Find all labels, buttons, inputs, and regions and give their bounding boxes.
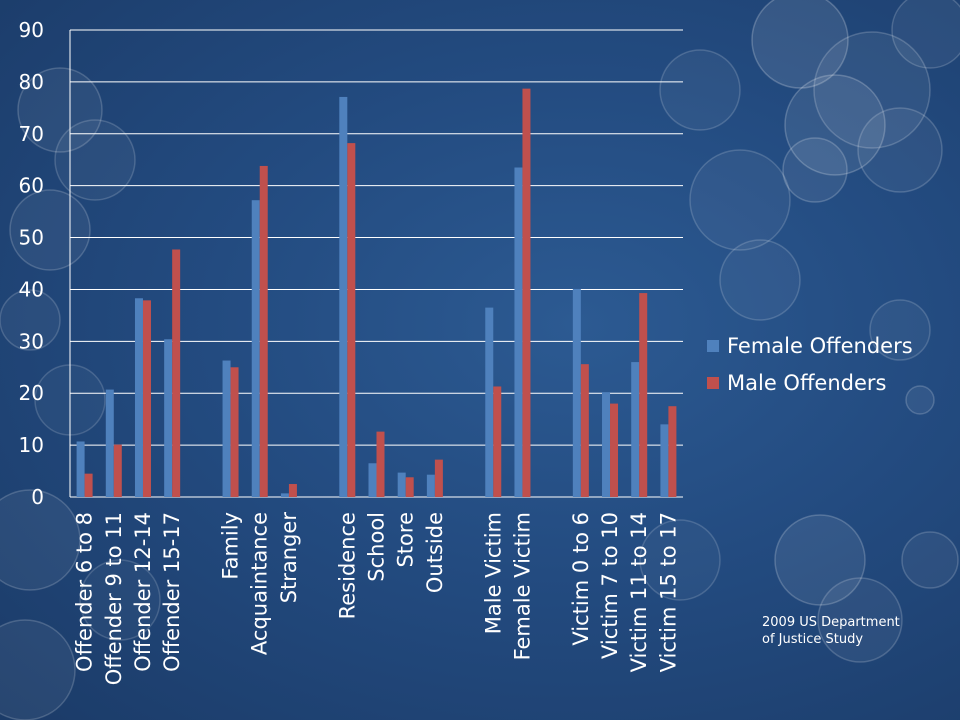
y-tick-label: 40 xyxy=(19,277,44,301)
bar-female xyxy=(572,288,581,497)
source-note: 2009 US Department of Justice Study xyxy=(762,614,942,648)
bokeh-circle xyxy=(869,299,931,361)
y-tick-label: 90 xyxy=(19,18,44,42)
y-tick-label: 10 xyxy=(19,433,44,457)
bokeh-circle xyxy=(817,577,903,663)
x-tick-label: Acquaintance xyxy=(248,512,272,655)
bar-male xyxy=(288,484,297,497)
x-tick-label: Offender 9 to 11 xyxy=(102,512,126,685)
x-tick-label: Offender 12-14 xyxy=(131,512,155,672)
y-tick-label: 0 xyxy=(31,485,44,509)
bokeh-circle xyxy=(857,107,943,193)
bar-male xyxy=(142,300,151,497)
bokeh-circle xyxy=(784,74,886,176)
bokeh-circle xyxy=(813,31,931,149)
bar-male xyxy=(493,386,502,497)
bar-female xyxy=(631,362,640,497)
bar-male xyxy=(230,367,239,497)
legend: Female Offenders Male Offenders xyxy=(707,334,913,395)
bar-male xyxy=(376,431,385,497)
bar-male xyxy=(172,249,181,497)
bokeh-circle xyxy=(0,289,61,351)
bar-male xyxy=(113,444,122,497)
legend-label: Female Offenders xyxy=(727,334,913,358)
bokeh-circle xyxy=(17,67,103,153)
bar-female xyxy=(368,463,377,497)
bokeh-circle xyxy=(901,531,959,589)
bar-female xyxy=(251,200,260,497)
bar-female xyxy=(134,298,143,497)
bar-female xyxy=(105,389,114,497)
bars xyxy=(76,88,677,497)
bar-female xyxy=(164,339,173,497)
x-tick-label: Family xyxy=(219,512,243,580)
bar-female xyxy=(280,493,289,497)
bar-male xyxy=(347,143,356,497)
bokeh-circle xyxy=(54,119,136,201)
bokeh-circle xyxy=(79,559,161,641)
bar-female xyxy=(485,307,494,497)
bar-female xyxy=(602,392,611,497)
x-tick-label: Offender 15-17 xyxy=(160,512,184,672)
x-tick-label: Stranger xyxy=(277,512,301,604)
bokeh-circle xyxy=(719,239,801,321)
x-tick-label: Victim 7 to 10 xyxy=(598,512,622,659)
bar-male xyxy=(668,406,677,497)
bar-female xyxy=(339,96,348,497)
bokeh-circle xyxy=(891,0,960,69)
bokeh-circle xyxy=(639,519,721,601)
y-tick-label: 20 xyxy=(19,381,44,405)
bar-female xyxy=(514,167,523,497)
bar-male xyxy=(639,293,648,497)
bokeh-circle xyxy=(774,514,866,606)
y-tick-label: 70 xyxy=(19,122,44,146)
legend-swatch xyxy=(707,377,719,389)
bar-female xyxy=(397,472,406,497)
source-note-line-1: 2009 US Department xyxy=(762,615,900,630)
bar-male xyxy=(84,473,93,497)
x-tick-label: Victim 0 to 6 xyxy=(569,512,593,646)
x-tick-label: Offender 6 to 8 xyxy=(73,512,97,672)
x-tick-label: Victim 15 to 17 xyxy=(656,512,680,672)
bar-male xyxy=(434,459,443,497)
x-tick-label: Residence xyxy=(335,512,359,619)
y-tick-label: 50 xyxy=(19,226,44,250)
bar-female xyxy=(222,360,231,497)
y-tick-label: 30 xyxy=(19,329,44,353)
gridlines xyxy=(70,29,683,498)
legend-label: Male Offenders xyxy=(727,371,886,395)
y-tick-label: 80 xyxy=(19,70,44,94)
y-tick-label: 60 xyxy=(19,174,44,198)
bokeh-circle xyxy=(0,489,81,591)
bar-male xyxy=(259,165,268,497)
bar-female xyxy=(660,424,669,497)
x-tick-label: Victim 11 to 14 xyxy=(627,512,651,672)
bar-female xyxy=(76,441,85,497)
source-note-line-2: of Justice Study xyxy=(762,632,864,647)
bokeh-circle xyxy=(689,149,791,251)
bar-male xyxy=(405,477,414,497)
bokeh-circle xyxy=(782,137,848,203)
bar-male xyxy=(522,88,531,497)
x-tick-label: School xyxy=(365,512,389,582)
legend-swatch xyxy=(707,340,719,352)
bokeh-circle xyxy=(659,49,741,131)
x-tick-label: Outside xyxy=(423,512,447,593)
x-tick-label: Female Victim xyxy=(510,512,534,660)
bar-male xyxy=(610,403,619,497)
bokeh-circle xyxy=(751,0,849,89)
bar-female xyxy=(426,474,435,497)
x-tick-label: Store xyxy=(394,512,418,568)
bokeh-circle xyxy=(0,619,76,720)
x-tick-label: Male Victim xyxy=(481,512,505,634)
bokeh-circle xyxy=(905,385,935,415)
bar-male xyxy=(580,364,589,497)
